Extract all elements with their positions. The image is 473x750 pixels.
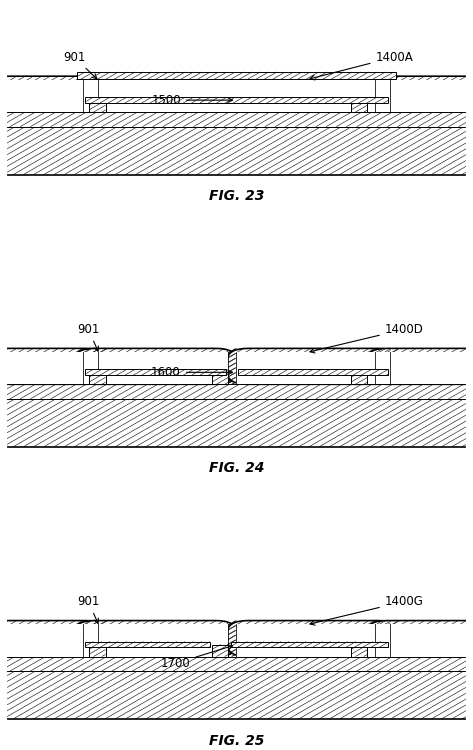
Bar <box>89 372 105 384</box>
Text: 1400D: 1400D <box>310 322 424 353</box>
FancyBboxPatch shape <box>0 76 107 112</box>
Bar <box>351 372 368 384</box>
Text: 901: 901 <box>63 51 97 79</box>
Bar <box>227 349 236 384</box>
Text: 1400G: 1400G <box>310 595 424 626</box>
Text: 901: 901 <box>77 595 99 623</box>
Bar <box>236 625 390 656</box>
Bar <box>0 625 98 656</box>
Text: FIG. 25: FIG. 25 <box>209 734 264 748</box>
Bar <box>238 370 388 375</box>
Bar <box>5 656 468 671</box>
Bar <box>74 76 83 112</box>
Text: 1700: 1700 <box>160 645 233 670</box>
FancyBboxPatch shape <box>366 620 473 656</box>
Bar <box>351 100 368 112</box>
Text: FIG. 23: FIG. 23 <box>209 189 264 203</box>
Bar <box>89 100 105 112</box>
Bar <box>77 72 396 80</box>
Bar <box>351 644 368 656</box>
Text: 1500: 1500 <box>151 94 233 106</box>
Text: 1400A: 1400A <box>310 51 413 80</box>
Bar <box>212 372 228 384</box>
Bar <box>375 80 473 112</box>
Bar <box>85 641 210 647</box>
Bar <box>83 625 228 656</box>
Bar <box>83 352 228 384</box>
Bar <box>85 98 388 103</box>
Bar <box>0 352 98 384</box>
Bar <box>5 671 468 719</box>
Bar <box>5 384 468 399</box>
Text: FIG. 24: FIG. 24 <box>209 461 264 476</box>
FancyBboxPatch shape <box>74 349 236 384</box>
Bar <box>375 352 473 384</box>
Bar <box>366 76 375 112</box>
Bar <box>366 620 375 656</box>
Text: 1600: 1600 <box>151 366 233 379</box>
FancyBboxPatch shape <box>74 76 399 112</box>
FancyBboxPatch shape <box>74 620 236 656</box>
Bar <box>212 644 228 656</box>
Bar <box>74 620 83 656</box>
FancyBboxPatch shape <box>366 76 473 112</box>
Bar <box>74 349 83 384</box>
Bar <box>89 644 105 656</box>
Bar <box>375 625 473 656</box>
Bar <box>366 349 375 384</box>
Bar <box>227 620 236 656</box>
Bar <box>83 80 390 112</box>
Bar <box>5 112 468 127</box>
Bar <box>5 127 468 175</box>
Bar <box>231 641 388 647</box>
Bar <box>236 352 390 384</box>
Bar <box>85 370 226 375</box>
Text: 901: 901 <box>77 322 99 351</box>
FancyBboxPatch shape <box>227 620 399 656</box>
Bar <box>5 399 468 447</box>
FancyBboxPatch shape <box>0 620 107 656</box>
Bar <box>0 80 98 112</box>
FancyBboxPatch shape <box>0 349 107 384</box>
FancyBboxPatch shape <box>366 349 473 384</box>
FancyBboxPatch shape <box>227 349 399 384</box>
